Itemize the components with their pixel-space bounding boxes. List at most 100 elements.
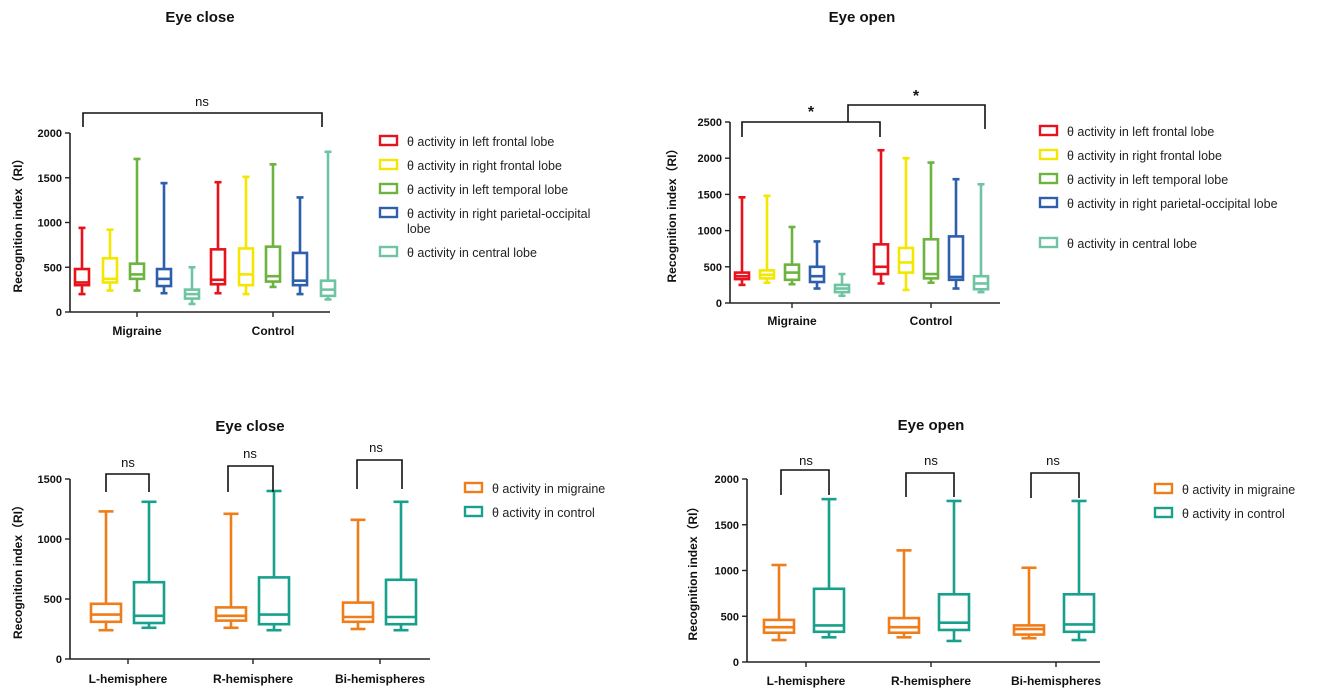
box-plot [833,272,851,298]
box-iqr [341,601,375,624]
legend-label: θ activity in right frontal lobe [1067,149,1222,163]
y-tick-label: 2000 [715,474,739,486]
legend-item: θ activity in right frontal lobe [378,158,562,173]
legend-label: θ activity in central lobe [1067,237,1197,251]
y-tick-label: 0 [56,307,62,319]
box-iqr [937,592,971,632]
box-plot [733,195,751,287]
box-plot [972,182,990,294]
chart-panel-1: Eye close 0 500 1000 1500 2000 Recognition ind… [10,9,590,338]
legend-label: θ activity in left temporal lobe [407,183,568,197]
legend-item: θ activity in right parietal-occipital l… [1038,196,1278,211]
legend-item: θ activity in left frontal lobe [1038,124,1214,139]
box-plot [291,196,309,296]
box-plot [214,512,248,630]
legend-item: θ activity in left frontal lobe [378,134,554,149]
bracket-line [356,459,403,489]
bracket-line [1030,472,1080,498]
significance-label: ns [195,94,209,109]
legend-label: θ activity in right parietal-occipital lo… [407,207,590,236]
y-tick-label: 2000 [38,128,62,140]
y-tick-label: 1000 [698,226,722,238]
significance-bracket [905,472,955,497]
box-iqr [214,606,248,622]
y-tick-label: 2500 [698,117,722,129]
x-tick-label: Migraine [767,314,817,328]
y-tick-label: 500 [44,594,62,606]
box-plot [128,157,146,292]
legend-label: θ activity in control [1182,507,1285,521]
legend-swatch [1038,124,1059,137]
box-iqr [887,616,921,635]
legend-swatch [1038,236,1059,249]
y-tick-label: 1500 [38,474,62,486]
legend-item: θ activity in migraine [463,481,605,496]
y-tick-label: 0 [56,654,62,666]
legend-swatch [1153,482,1174,495]
significance-label: ns [121,455,135,470]
box-iqr [808,265,826,284]
legend-label: θ activity in migraine [492,482,605,496]
box-plot [887,549,921,639]
chart-panel-2: Eye open 0 500 1000 1500 2000 2500 Recognition … [664,9,1278,328]
legend-label: θ activity in migraine [1182,483,1295,497]
box-iqr [1062,592,1096,634]
legend-swatch [1038,196,1059,209]
box-iqr [291,251,309,287]
legend-swatch [1038,172,1059,185]
box-iqr [812,587,846,634]
box-iqr [209,248,227,286]
y-tick-label: 0 [716,298,722,310]
significance-label: ns [1046,453,1060,468]
legend-label-line: θ activity in right parietal-occipital [407,207,590,221]
box-plot [183,265,201,306]
box-plot [89,510,123,632]
legend-label: θ activity in right frontal lobe [407,159,562,173]
significance-label: ns [243,446,257,461]
box-iqr [89,602,123,624]
box-plot [319,150,337,301]
box-iqr [319,279,337,298]
y-axis-label: Recognition index（RI） [685,500,700,640]
legend-swatch [378,134,399,147]
chart-title: Eye open [829,9,896,26]
legend-item: θ activity in right parietal-occipital lo… [378,206,590,236]
box-plot [155,181,173,295]
box-plot [209,180,227,295]
x-tick-label: Control [910,314,953,328]
y-axis-label: Recognition index（RI） [10,152,25,292]
x-tick-label: R-hemisphere [891,674,971,688]
significance-label: ns [799,453,813,468]
y-tick-label: 1500 [38,173,62,185]
box-plot [237,175,255,296]
legend-item: θ activity in left temporal lobe [378,182,568,197]
box-iqr [947,235,965,282]
box-plot [762,563,796,642]
significance-bracket [82,112,323,127]
chart-panel-4: Eye open 0 500 1000 1500 2000 Recognition inde… [685,417,1295,688]
box-plot [812,497,846,639]
legend-item: θ activity in left temporal lobe [1038,172,1228,187]
x-tick-label: Bi-hemispheres [335,672,425,686]
y-tick-label: 1000 [715,566,739,578]
legend-item: θ activity in central lobe [1038,236,1197,251]
y-tick-label: 500 [704,262,722,274]
y-axis-label: Recognition index（RI） [664,142,679,282]
legend-swatch [1153,506,1174,519]
box-iqr [257,576,291,626]
y-tick-label: 1000 [38,218,62,230]
significance-bracket [847,104,986,129]
legend-item: θ activity in control [463,505,595,520]
box-plot [1062,499,1096,642]
legend-label: θ activity in control [492,506,595,520]
significance-bracket [741,121,881,137]
significance-label: * [808,104,815,121]
box-plot [783,225,801,286]
legend-label: θ activity in right parietal-occipital l… [1067,197,1278,211]
box-plot [897,156,915,292]
legend-swatch [463,481,484,494]
legend-swatch [1038,148,1059,161]
box-iqr [872,243,890,276]
y-tick-label: 0 [733,657,739,669]
significance-label: ns [924,453,938,468]
